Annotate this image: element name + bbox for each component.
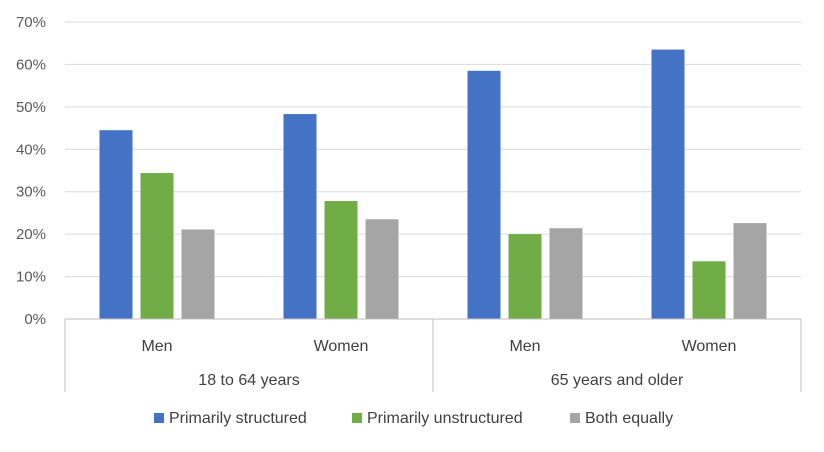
- legend-entry: Primarily structured: [169, 410, 307, 427]
- y-tick-label: 10%: [16, 269, 46, 286]
- x-group-label: 65 years and older: [551, 372, 684, 389]
- legend-entry: Primarily unstructured: [367, 410, 523, 427]
- y-axis-tick-labels: 0% 10% 20% 30% 40% 50% 60% 70%: [16, 14, 46, 328]
- bar-primarily-structured: [99, 130, 133, 319]
- legend-entry: Both equally: [585, 410, 673, 427]
- bar-primarily-structured: [467, 70, 501, 320]
- y-tick-label: 30%: [16, 184, 46, 201]
- x-group-label: 18 to 64 years: [198, 372, 299, 389]
- bars: [99, 49, 767, 320]
- legend-swatch: [154, 413, 164, 423]
- x-category-label: Men: [141, 338, 172, 355]
- bar-primarily-unstructured: [508, 234, 542, 319]
- bar-both-equally: [365, 219, 399, 319]
- gridlines: [65, 21, 801, 320]
- legend: Primarily structured Primarily unstructur…: [154, 410, 673, 427]
- bar-primarily-structured: [651, 49, 685, 319]
- legend-swatch: [570, 413, 580, 423]
- y-tick-label: 60%: [16, 56, 46, 73]
- bar-primarily-unstructured: [140, 173, 174, 319]
- y-tick-label: 20%: [16, 226, 46, 243]
- bar-primarily-unstructured: [324, 201, 358, 319]
- bar-primarily-unstructured: [692, 261, 726, 319]
- bar-both-equally: [549, 228, 583, 319]
- x-category-label: Women: [682, 338, 737, 355]
- y-tick-label: 50%: [16, 99, 46, 116]
- x-category-label: Women: [314, 338, 369, 355]
- x-axis: Men Women Men Women 18 to 64 years 65 years a…: [64, 318, 802, 392]
- y-tick-label: 40%: [16, 141, 46, 158]
- bar-both-equally: [733, 223, 767, 319]
- x-category-label: Men: [509, 338, 540, 355]
- y-tick-label: 70%: [16, 14, 46, 31]
- bar-both-equally: [181, 229, 215, 319]
- y-tick-label: 0%: [24, 311, 46, 328]
- bar-primarily-structured: [283, 114, 317, 319]
- legend-swatch: [352, 413, 362, 423]
